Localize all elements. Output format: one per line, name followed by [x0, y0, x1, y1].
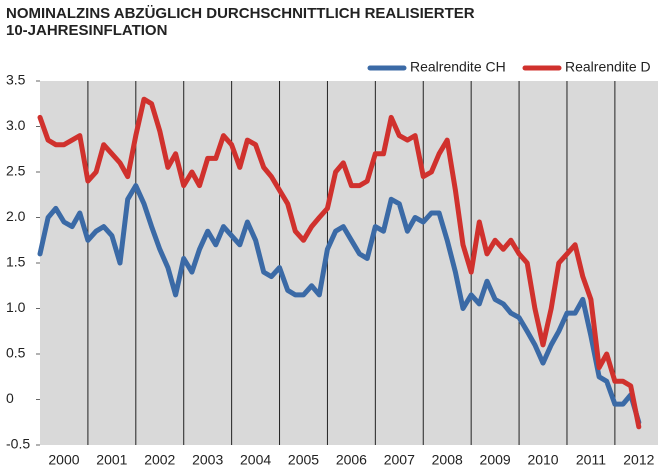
x-tick-label: 2009: [480, 452, 511, 468]
chart-title: NOMINALZINS ABZÜGLICH DURCHSCHNITTLICH R…: [6, 5, 475, 22]
y-tick-label: 0: [6, 390, 14, 406]
data-line: [37, 183, 642, 425]
x-tick-label: 2000: [48, 452, 79, 468]
y-tick-label: 3.0: [6, 117, 26, 133]
x-tick-label: 2007: [384, 452, 415, 468]
x-tick-label: 2008: [432, 452, 463, 468]
x-tick-label: 2012: [623, 452, 654, 468]
y-tick-label: 1.5: [6, 254, 26, 270]
y-tick-label: 2.5: [6, 163, 26, 179]
y-tick-label: 0.5: [6, 345, 26, 361]
data-line: [37, 96, 642, 430]
chart-subtitle: 10-JAHRESINFLATION: [6, 22, 167, 39]
x-tick-label: 2003: [192, 452, 223, 468]
y-tick-label: -0.5: [6, 436, 30, 452]
legend-label: Realrendite D: [565, 59, 651, 75]
x-tick-label: 2006: [336, 452, 367, 468]
x-tick-label: 2001: [96, 452, 127, 468]
x-tick-label: 2004: [240, 452, 271, 468]
plot-area: [40, 81, 658, 445]
y-tick-label: 3.5: [6, 72, 26, 88]
legend-label: Realrendite CH: [410, 59, 506, 75]
x-tick-label: 2010: [527, 452, 558, 468]
x-tick-label: 2005: [288, 452, 319, 468]
x-tick-label: 2002: [144, 452, 175, 468]
y-tick-label: 2.0: [6, 208, 26, 224]
y-tick-label: 1.0: [6, 299, 26, 315]
x-tick-label: 2011: [576, 452, 606, 468]
